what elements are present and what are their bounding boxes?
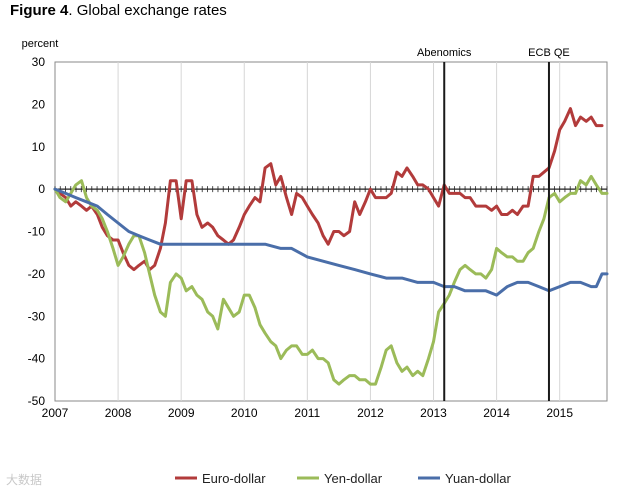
x-tick-label: 2014 [483,406,510,420]
plot-frame [54,61,608,402]
legend-label-0: Euro-dollar [202,471,266,486]
y-tick-label: 0 [38,182,45,196]
y-tick-label: 30 [32,55,46,69]
x-tick-label: 2009 [168,406,195,420]
x-tick-label: 2012 [357,406,384,420]
plot-area [54,61,608,402]
series-line-yuan-dollar [53,187,609,297]
y-axis-label: percent [22,38,59,50]
vertical-gridlines [117,62,561,401]
x-tick-label: 2008 [105,406,132,420]
legend: Euro-dollar Yen-dollar Yuan-dollar [175,471,511,486]
x-axis: 2007 2008 2009 2010 2011 2012 2013 2014 2015 [42,406,574,420]
x-tick-label: 2011 [294,406,320,420]
x-tick-label: 2015 [546,406,573,420]
y-tick-label: -20 [28,267,46,281]
event-annotations: Abenomics ECB QE [417,47,570,401]
annotation-label-1: ECB QE [528,47,570,59]
y-tick-label: 20 [32,97,46,111]
legend-label-1: Yen-dollar [324,471,383,486]
y-tick-label: -40 [28,352,46,366]
y-tick-label: -30 [28,309,46,323]
y-axis: percent 30 20 10 0 -10 -20 -30 -40 -50 [22,38,59,408]
y-tick-label: -50 [28,394,46,408]
y-tick-label: -10 [28,225,46,239]
x-tick-label: 2013 [420,406,447,420]
figure-title: Figure 4. Global exchange rates [10,2,227,19]
x-tick-label: 2007 [42,406,69,420]
y-tick-label: 10 [32,140,46,154]
x-tick-label: 2010 [231,406,258,420]
legend-label-2: Yuan-dollar [445,471,511,486]
watermark-text: 大数据 [6,473,43,487]
figure-label: Figure 4 [10,2,69,19]
figure-caption: . Global exchange rates [68,2,227,19]
annotation-label-0: Abenomics [417,47,472,59]
series-line-yen-dollar [53,174,609,386]
series-lines [53,107,609,386]
